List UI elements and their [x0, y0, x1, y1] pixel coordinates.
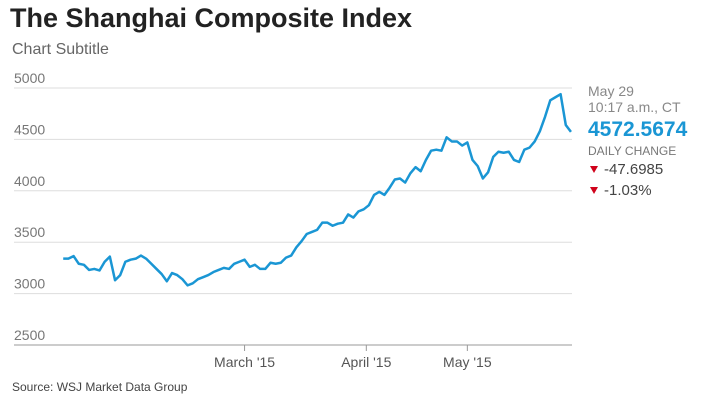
y-tick-label: 3500	[14, 224, 45, 240]
y-tick-label: 4000	[14, 173, 45, 189]
panel-last: 4572.5674	[588, 118, 688, 141]
y-tick-label: 4500	[14, 121, 45, 137]
down-arrow	[590, 187, 598, 194]
x-tick-label: April '15	[341, 354, 391, 370]
panel-change: -47.6985	[604, 161, 663, 178]
chart-subtitle: Chart Subtitle	[12, 41, 109, 58]
panel-change-label: DAILY CHANGE	[588, 144, 676, 158]
line	[63, 92, 572, 287]
chart-title: The Shanghai Composite Index	[10, 3, 412, 33]
x-tick-label: May '15	[443, 354, 492, 370]
y-tick-label: 5000	[14, 70, 45, 86]
panel-change-pct: -1.03%	[604, 182, 652, 199]
panel-date: May 29	[588, 83, 634, 99]
y-tick-label: 2500	[14, 327, 45, 343]
source: Source: WSJ Market Data Group	[12, 380, 188, 394]
panel-time: 10:17 a.m., CT	[588, 99, 681, 115]
x-tick-label: March '15	[214, 354, 275, 370]
y-tick-label: 3000	[14, 276, 45, 292]
down-arrow	[590, 166, 598, 173]
